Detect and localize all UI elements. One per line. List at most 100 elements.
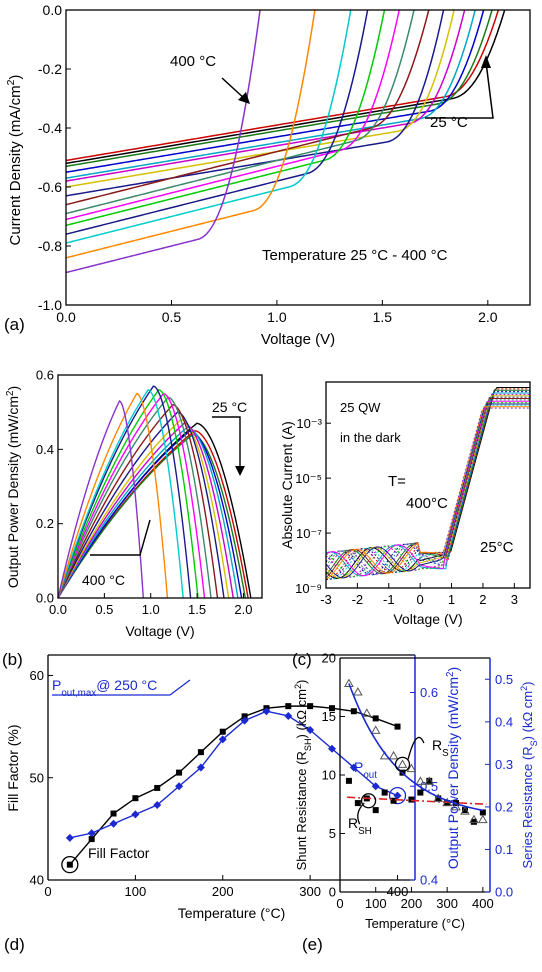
c-ylabel: Absolute Current (A) [279,421,295,549]
power-point-14 [349,763,358,772]
shunt-point-16 [479,809,486,816]
plot-frame [57,374,263,599]
power-point-9 [240,716,249,725]
shunt-point-12 [444,800,451,807]
a-annot-range: Temperature 25 °C - 400 °C [262,247,448,264]
power-curve-10 [57,396,212,599]
a-xlabel: Voltage (V) [261,331,335,348]
b-ytick-label: 0.4 [36,442,54,457]
e-xtick-label: 200 [401,896,423,911]
series-point-14 [460,806,470,815]
power-curve-15 [57,392,169,599]
a-xtick-label: 0.5 [162,309,182,325]
d-ff-circle [61,856,79,874]
d-annot-pmax: Pout,max@ 250 °C [52,677,157,699]
dark-iv-curve-15 [325,406,530,580]
plot-frame [325,381,531,589]
d-ylabel-right: Output Power Density (mW/cm2) [445,667,462,869]
shunt-point-10 [426,777,433,784]
b-ytick-label: 0.6 [36,368,54,383]
dark-iv-curve-10 [325,399,530,576]
e-xtick-label: 300 [436,896,458,911]
a-ytick-label: -0.6 [38,179,62,195]
shunt-point-2 [354,800,361,807]
e-xtick-label: 0 [336,896,343,911]
e-annot-rsh: RSH [348,815,372,837]
dark-iv-curve-1 [325,386,530,579]
a-ylabel: Current Density (mA/cm2) [5,75,24,246]
d-annot-ff: Fill Factor [88,845,150,861]
e-ylabel-right: Series Resistance (RS) (kΩ cm2) [519,681,539,868]
power-point-13 [327,744,336,753]
jv-curve-16 [65,9,261,274]
jv-curve-5 [65,9,476,179]
ff-point-2 [88,836,95,843]
c-annot-25c: 25°C [480,539,514,556]
series-point-7 [397,759,408,768]
ff-point-7 [197,749,204,756]
ff-point-3 [110,810,117,817]
e-xtick-label: 100 [365,896,387,911]
b-annot-400c: 400 °C [82,572,125,588]
power-point-10 [262,707,271,716]
e-ytick-label: 0.5 [495,672,513,687]
power-point-2 [87,829,96,838]
d-xlabel: Temperature (°C) [178,905,286,921]
power-curve-6 [57,422,234,599]
c-annot-400c: 400°C [406,495,448,512]
ff-point-15 [372,715,379,722]
jv-curve-8 [65,9,445,197]
panel-d-fill-factor: 0 100 200 300 4004050600.40.50.6Temperature … [4,654,462,954]
panel-label-b: (b) [2,650,23,669]
jv-curve-3 [65,9,493,168]
c-xlabel: Voltage (V) [393,611,462,627]
c-annot-qw: 25 QW [340,400,381,415]
a-ytick-label: -0.8 [38,238,62,254]
d-xtick-label: 300 [299,884,321,899]
power-point-4 [131,810,140,819]
panel-label-d: (d) [4,935,25,954]
c-xtick-label: 1 [448,592,455,607]
jv-curve-13 [65,9,369,235]
dark-iv-curve-4 [325,391,530,576]
e-annot-rs: RS [432,737,449,759]
a-ytick-label: -1.0 [38,297,62,313]
a-xtick-label: 0.0 [56,309,76,325]
shunt-point-14 [462,807,468,814]
d-pout-circle [388,786,407,805]
power-curve-8 [57,411,225,599]
e-ytick-label: 0.2 [495,799,513,814]
e-ytick-label: 10 [322,768,336,783]
e-rsh-circle [360,793,377,809]
ff-line [69,705,398,866]
ff-point-12 [307,703,314,710]
series-point-9 [415,776,426,785]
e-rs-circle [394,756,411,773]
power-curve-9 [57,403,219,599]
dark-iv-curve-9 [325,397,530,578]
dark-iv-curve-7 [325,395,530,579]
series-point-15 [469,814,479,824]
b-arrow-25c [212,416,241,470]
b-xtick-label: 1.0 [142,602,160,617]
power-point-16 [393,791,402,800]
a-arrowhead-25c [481,55,491,68]
e-ytick-label: 0.0 [495,885,513,900]
power-point-1 [65,833,74,842]
b-xtick-label: 0.5 [95,602,113,617]
series-point-10 [424,776,435,785]
power-curve-14 [57,388,184,599]
jv-curve-10 [65,9,415,215]
jv-curve-9 [65,9,430,206]
power-point-5 [153,801,162,809]
a-ytick-label: 0.0 [43,2,63,18]
power-curve-3 [57,433,246,599]
series-point-6 [388,750,399,760]
d-annot-pout: Pout [354,759,377,781]
e-ylabel-left: Shunt Resistance (RSH) (kΩ cm2) [293,680,313,871]
ff-point-9 [241,713,248,720]
power-curve-11 [57,392,206,599]
d-ytick-label: 50 [30,770,44,785]
jv-curve-12 [65,9,386,227]
d-ylabel-left: Fill Factor (%) [5,724,21,811]
